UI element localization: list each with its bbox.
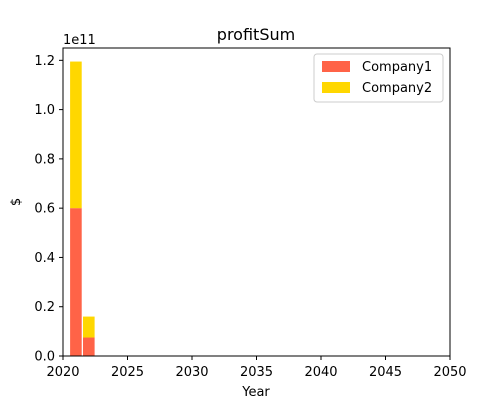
x-tick-label: 2045 xyxy=(369,365,402,380)
legend: Company1 Company2 xyxy=(313,53,444,103)
legend-swatch-company1 xyxy=(322,61,350,72)
y-tick-label: 0.0 xyxy=(34,350,55,365)
legend-swatch-company2 xyxy=(322,82,350,93)
legend-label-company1: Company1 xyxy=(362,60,432,75)
x-tick-label: 2040 xyxy=(304,365,337,380)
x-axis-label: Year xyxy=(241,385,270,400)
y-tick-label: 1.2 xyxy=(34,54,55,69)
axes-group: 2020 2025 2030 2035 2040 2045 2050 0.0 0.2 0.4 0.6… xyxy=(34,47,467,380)
legend-label-company2: Company2 xyxy=(362,81,432,96)
y-tick-label: 0.2 xyxy=(34,300,55,315)
x-tick-label: 2050 xyxy=(433,365,466,380)
bar-company1-2021 xyxy=(70,208,82,356)
y-tick-label: 0.6 xyxy=(34,202,55,217)
bars-group xyxy=(70,61,95,356)
x-tick-label: 2025 xyxy=(111,365,144,380)
bar-company2-2022 xyxy=(82,316,95,338)
chart-title: profitSum xyxy=(217,25,295,44)
y-axis-label: $ xyxy=(9,198,24,206)
x-tick-label: 2035 xyxy=(240,365,273,380)
x-tick-label: 2020 xyxy=(46,365,79,380)
y-offset-text: 1e11 xyxy=(63,33,96,48)
y-tick-label: 0.8 xyxy=(34,152,55,167)
x-tick-label: 2030 xyxy=(175,365,208,380)
bar-company1-2022 xyxy=(82,337,95,356)
bar-company2-2021 xyxy=(70,61,82,209)
y-tick-label: 0.4 xyxy=(34,251,55,266)
y-tick-label: 1.0 xyxy=(34,103,55,118)
